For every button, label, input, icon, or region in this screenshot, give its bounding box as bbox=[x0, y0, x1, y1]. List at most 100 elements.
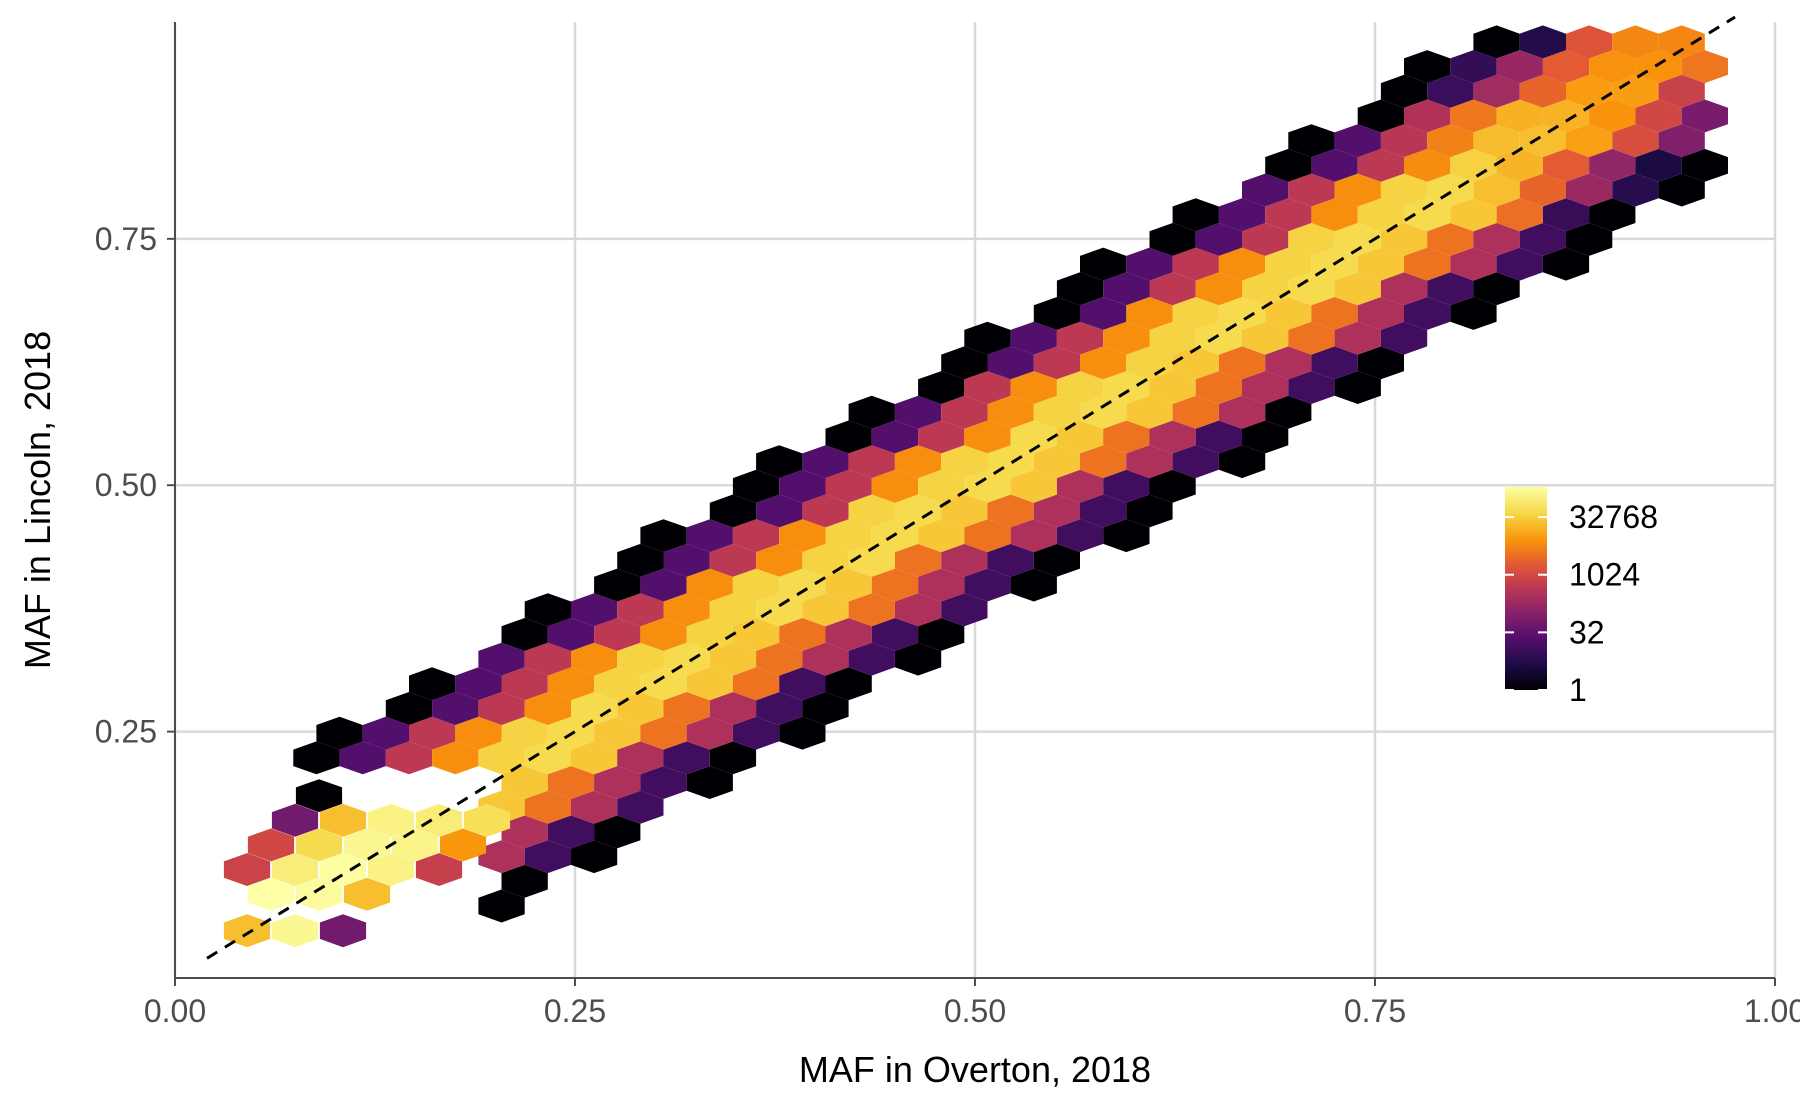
hexbin-cell-298 bbox=[1542, 50, 1590, 84]
hexbin-cell-71 bbox=[640, 618, 687, 651]
hexbin-cell-9 bbox=[524, 790, 571, 824]
hexbin-cell-189 bbox=[1357, 346, 1404, 380]
hexbin-cell-259 bbox=[1612, 173, 1659, 207]
hexbin-cell-300 bbox=[1635, 50, 1682, 84]
hexbin-cell-165 bbox=[1080, 395, 1127, 429]
hexbin-cell-201 bbox=[1080, 297, 1127, 330]
hexbin-cell-293 bbox=[1612, 74, 1659, 108]
hexbin-cell-224 bbox=[1265, 247, 1312, 281]
hexbin-cell-119 bbox=[709, 494, 757, 528]
hexbin-cell-231 bbox=[1149, 223, 1196, 256]
hexbin-cell-37 bbox=[779, 716, 826, 750]
hexbin-cell-85 bbox=[848, 593, 895, 627]
hexbin-cell-72 bbox=[686, 618, 733, 651]
x-tick-label-1: 0.25 bbox=[544, 993, 606, 1029]
hexbin-cell-111 bbox=[779, 519, 826, 553]
hexbin-cell-284 bbox=[1542, 99, 1590, 133]
hexbin-cell-222 bbox=[1172, 247, 1219, 281]
hexbin-cell-180 bbox=[941, 346, 988, 380]
hexbin-cell-78 bbox=[524, 593, 571, 627]
hexbin-cell-50 bbox=[501, 667, 548, 701]
hexbin-cell-275 bbox=[1473, 124, 1520, 158]
hexbin-cell-237 bbox=[1427, 223, 1474, 256]
hexbin-cell-123 bbox=[894, 494, 942, 528]
hexbin-cell-325 bbox=[367, 803, 415, 837]
hexbin-cell-252 bbox=[1288, 173, 1335, 207]
hexbin-cell-182 bbox=[1033, 346, 1080, 380]
hexbin-cell-223 bbox=[1218, 247, 1266, 281]
hexbin-cell-96 bbox=[964, 568, 1011, 602]
hexbin-cell-1 bbox=[501, 864, 548, 898]
hexbin-cell-56 bbox=[779, 667, 826, 701]
hexbin-cell-65 bbox=[802, 642, 849, 676]
x-tick-label-3: 0.75 bbox=[1344, 993, 1406, 1029]
hexbin-cell-57 bbox=[825, 667, 872, 701]
hexbin-cell-229 bbox=[1496, 247, 1543, 281]
hexbin-cell-183 bbox=[1080, 346, 1127, 380]
hexbin-cell-286 bbox=[1635, 99, 1682, 133]
hexbin-cell-172 bbox=[1010, 371, 1057, 404]
hexbin-cell-291 bbox=[1519, 74, 1566, 108]
hexbin-cell-261 bbox=[1265, 148, 1312, 182]
hexbin-cell-196 bbox=[1242, 321, 1289, 355]
hexbin-cell-100 bbox=[709, 543, 757, 577]
hexbin-cell-68 bbox=[501, 618, 548, 651]
hexbin-cell-117 bbox=[1056, 519, 1104, 553]
hexbin-cell-115 bbox=[964, 519, 1011, 553]
hexbin-cell-270 bbox=[1681, 148, 1728, 182]
hexbin-cell-142 bbox=[894, 445, 942, 479]
hexbin-cell-33 bbox=[594, 716, 641, 750]
hexbin-cell-20 bbox=[432, 741, 479, 775]
hexbin-cell-67 bbox=[894, 642, 942, 676]
hexbin-cell-200 bbox=[1033, 297, 1080, 330]
hexbin-cell-288 bbox=[1380, 74, 1428, 108]
hexbin-cell-162 bbox=[941, 395, 988, 429]
hexbin-cell-210 bbox=[1056, 272, 1104, 306]
hexbin-cell-74 bbox=[779, 618, 826, 651]
hexbin-cell-227 bbox=[1404, 247, 1451, 281]
y-axis-title: MAF in Lincoln, 2018 bbox=[17, 331, 58, 669]
hexbin-cell-205 bbox=[1265, 297, 1312, 330]
reference-line-group bbox=[206, 15, 1736, 960]
hexbin-cell-97 bbox=[1010, 568, 1057, 602]
hexbin-cell-279 bbox=[1658, 124, 1705, 158]
hexbin-cell-16 bbox=[686, 766, 733, 799]
hexbin-cell-131 bbox=[825, 469, 872, 503]
hexbin-cell-215 bbox=[1288, 272, 1335, 306]
hexbin-cell-283 bbox=[1496, 99, 1543, 133]
hexbin-cell-169 bbox=[1265, 395, 1312, 429]
hexbin-cell-254 bbox=[1380, 173, 1428, 207]
hexbin-cell-271 bbox=[1288, 124, 1335, 158]
hexbin-cell-287 bbox=[1681, 99, 1728, 133]
hexbin-cell-323 bbox=[271, 803, 319, 837]
hexbin-cell-42 bbox=[571, 692, 618, 725]
hexbin-cell-61 bbox=[617, 642, 664, 676]
hexbin-cell-151 bbox=[871, 420, 919, 454]
hexbin-cell-272 bbox=[1334, 124, 1381, 158]
hexbin-cell-108 bbox=[640, 519, 687, 553]
hexbin-cell-81 bbox=[663, 593, 710, 627]
hexbin-cell-178 bbox=[1288, 371, 1335, 404]
hexbin-cell-265 bbox=[1450, 148, 1497, 182]
hexbin-cell-135 bbox=[1010, 469, 1057, 503]
hexbin-cell-314 bbox=[271, 853, 319, 886]
hexbin-cell-133 bbox=[918, 469, 965, 503]
hexbin-cell-80 bbox=[617, 593, 664, 627]
hexbin-cell-187 bbox=[1265, 346, 1312, 380]
hexbin-cell-305 bbox=[1612, 25, 1659, 59]
hexbin-cell-60 bbox=[571, 642, 618, 676]
hexbin-cell-280 bbox=[1357, 99, 1404, 133]
hexbin-cell-240 bbox=[1566, 223, 1613, 256]
hexbin-cell-278 bbox=[1612, 124, 1659, 158]
hexbin-cell-273 bbox=[1380, 124, 1428, 158]
hexbin-cell-195 bbox=[1195, 321, 1242, 355]
hexbin-cell-307 bbox=[223, 914, 271, 948]
legend-label-0: 1 bbox=[1569, 672, 1587, 708]
hexbin-cell-281 bbox=[1404, 99, 1451, 133]
hexbin-cell-297 bbox=[1496, 50, 1543, 84]
hexbin-cell-328 bbox=[295, 779, 343, 813]
legend-label-1: 32 bbox=[1569, 614, 1605, 650]
hexbin-cell-311 bbox=[295, 877, 343, 911]
x-tick-label-2: 0.50 bbox=[944, 993, 1006, 1029]
hexbin-cell-152 bbox=[918, 420, 965, 454]
